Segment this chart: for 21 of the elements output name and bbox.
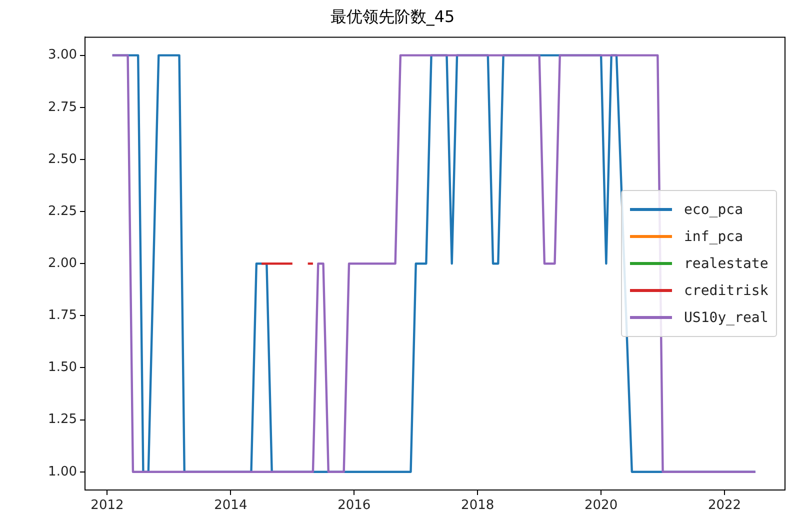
x-tick-label: 2018 (461, 498, 494, 514)
x-tick-label: 2012 (90, 498, 124, 514)
legend-label: inf_pca (684, 228, 744, 245)
y-tick-label: 3.00 (48, 48, 77, 63)
y-tick-label: 2.75 (48, 100, 77, 115)
x-tick-label: 2022 (708, 498, 742, 514)
y-tick-label: 1.75 (48, 308, 77, 324)
y-tick-label: 1.50 (48, 360, 77, 376)
x-tick-label: 2016 (338, 498, 371, 514)
chart-title: 最优领先阶数_45 (330, 6, 455, 26)
legend-label: eco_pca (684, 202, 744, 218)
x-tick-label: 2020 (584, 498, 618, 514)
legend-label: realestate (684, 256, 768, 272)
y-tick-label: 2.00 (48, 256, 77, 271)
y-tick-label: 1.25 (48, 412, 77, 428)
x-tick-label: 2014 (214, 498, 248, 514)
y-tick-label: 2.25 (48, 204, 77, 219)
legend-label: creditrisk (684, 282, 768, 299)
legend-label: US10y_real (684, 310, 768, 326)
y-tick-label: 2.50 (48, 152, 77, 167)
y-tick-label: 1.00 (48, 464, 77, 480)
